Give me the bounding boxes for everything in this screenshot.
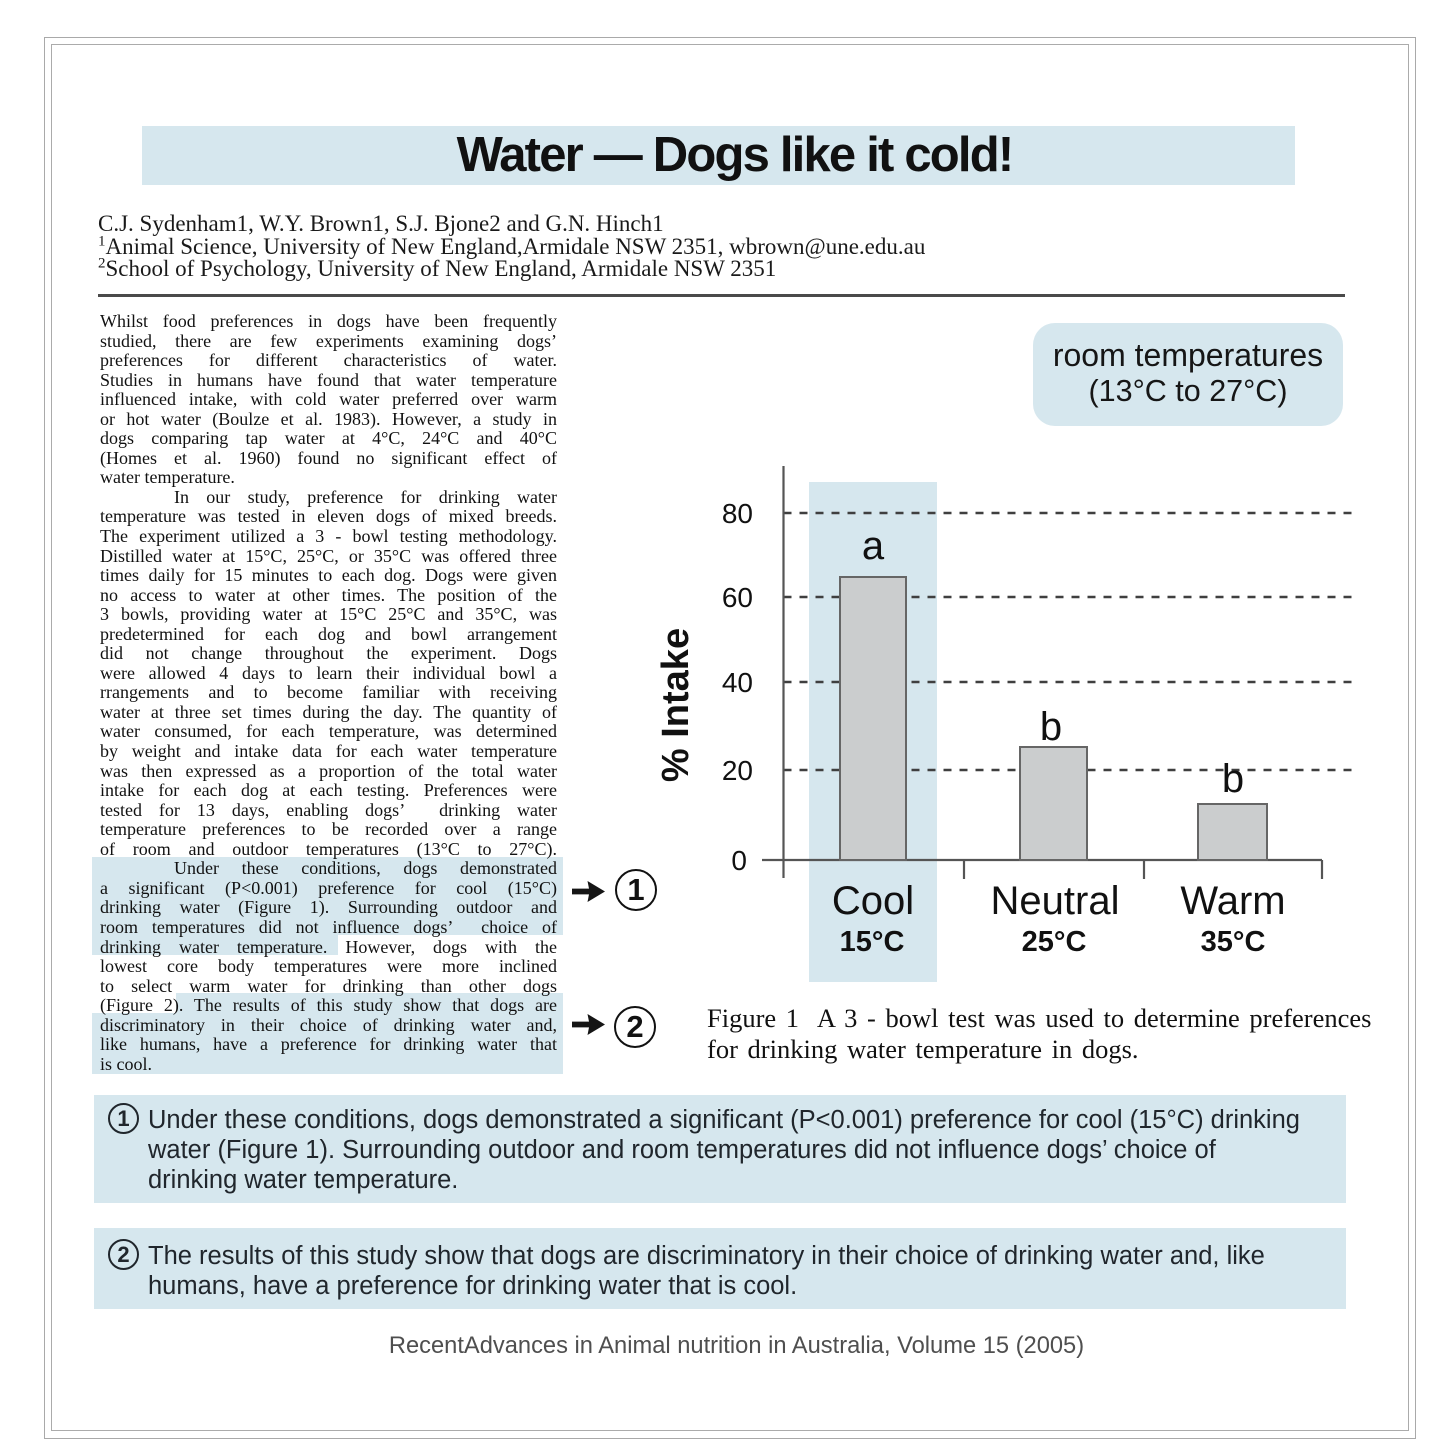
svg-text:% Intake: % Intake xyxy=(655,628,697,782)
svg-text:35°C: 35°C xyxy=(1201,926,1266,958)
svg-text:a: a xyxy=(862,524,885,568)
svg-text:b: b xyxy=(1222,757,1244,801)
svg-text:20: 20 xyxy=(722,755,753,786)
svg-text:Neutral: Neutral xyxy=(991,879,1120,923)
svg-text:b: b xyxy=(1040,705,1062,749)
svg-text:Warm: Warm xyxy=(1180,879,1285,923)
svg-text:15°C: 15°C xyxy=(840,926,905,958)
svg-text:80: 80 xyxy=(722,498,753,529)
svg-text:0: 0 xyxy=(731,845,747,876)
svg-text:40: 40 xyxy=(722,667,753,698)
svg-text:25°C: 25°C xyxy=(1022,926,1087,958)
svg-text:60: 60 xyxy=(722,582,753,613)
svg-text:Cool: Cool xyxy=(832,879,914,923)
